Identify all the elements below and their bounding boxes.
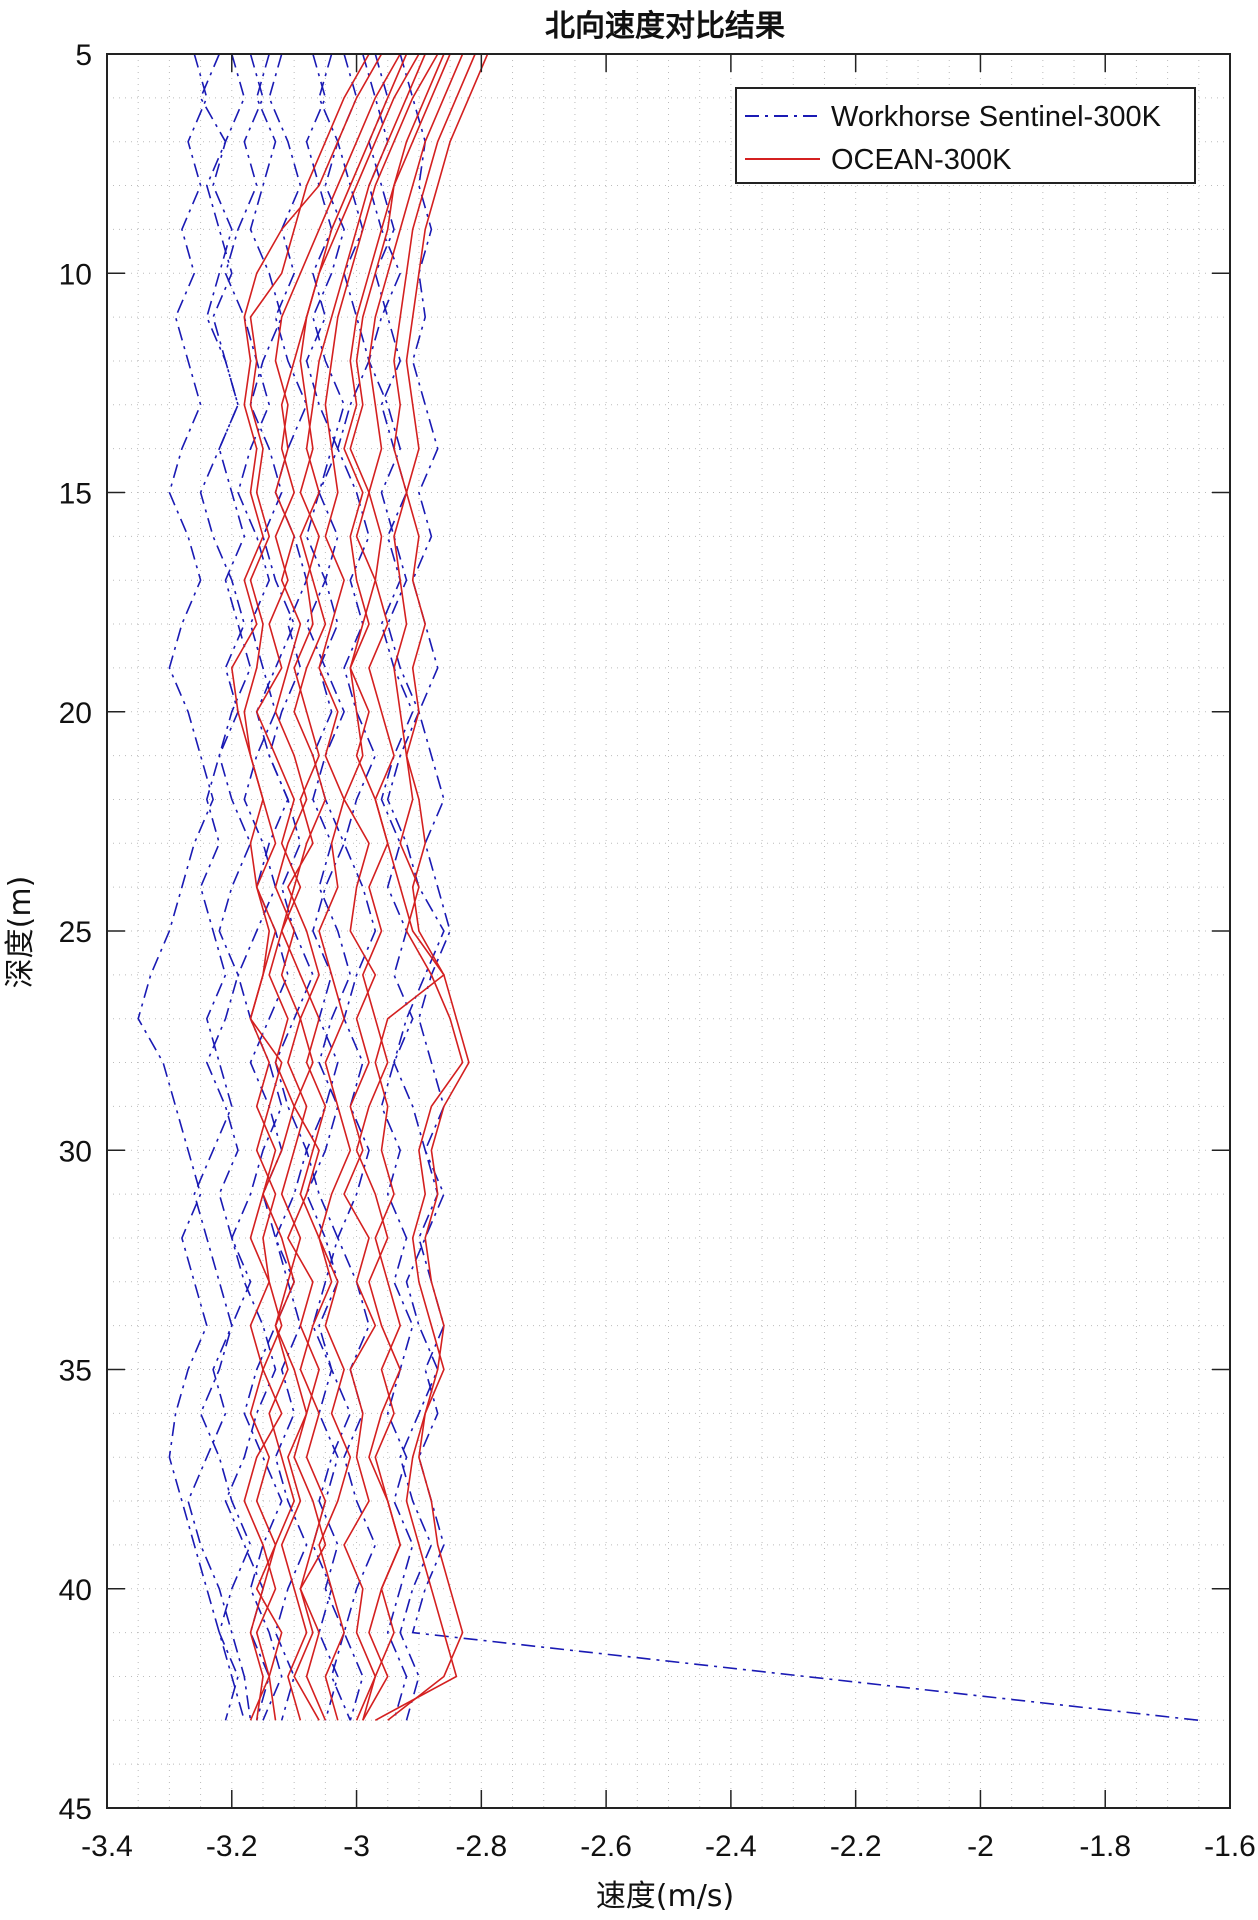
- legend-label-workhorse: Workhorse Sentinel-300K: [831, 101, 1162, 133]
- ocean-profile-line: [387, 53, 489, 1721]
- x-tick-label: -3: [343, 1830, 370, 1863]
- x-tick-label: -2.8: [455, 1830, 507, 1863]
- chart-title: 北向速度对比结果: [545, 9, 785, 44]
- x-tick-label: -2.6: [580, 1830, 632, 1863]
- ocean-profile-line: [349, 53, 445, 1721]
- ocean-profile-line: [343, 53, 451, 1721]
- ticks: -3.4 -3.2 -3 -2.8 -2.6 -2.4 -2.2 -2 -1.8 -1.6 5 10 1…: [59, 39, 1256, 1863]
- y-tick-label: 25: [59, 916, 92, 949]
- x-tick-label: -1.8: [1079, 1830, 1131, 1863]
- ocean-profile-line: [280, 53, 426, 1721]
- y-axis-label: 深度(m): [3, 876, 38, 989]
- workhorse-profile-line: [137, 53, 246, 1721]
- workhorse-profile-line: [199, 53, 252, 1721]
- y-tick-label: 5: [75, 39, 92, 72]
- y-tick-label: 45: [59, 1793, 92, 1826]
- y-tick-label: 40: [59, 1574, 92, 1607]
- y-tick-label: 10: [59, 258, 92, 291]
- x-tick-label: -3.2: [206, 1830, 258, 1863]
- workhorse-profile-line: [305, 53, 345, 1721]
- ocean-profile-line: [318, 53, 439, 1721]
- y-tick-label: 30: [59, 1135, 92, 1168]
- ocean-profile-line: [274, 53, 408, 1721]
- ocean-profile-line: [374, 53, 476, 1722]
- y-tick-label: 20: [59, 697, 92, 730]
- y-tick-label: 35: [59, 1355, 92, 1388]
- legend: Workhorse Sentinel-300K OCEAN-300K: [735, 87, 1196, 184]
- workhorse-profile-line: [399, 53, 1199, 1722]
- y-tick-label: 15: [59, 478, 92, 511]
- workhorse-profile-line: [362, 53, 445, 1721]
- legend-label-ocean: OCEAN-300K: [831, 144, 1012, 176]
- legend-box: [735, 87, 1196, 184]
- x-axis-label: 速度(m/s): [596, 1879, 734, 1914]
- workhorse-profile-line: [368, 53, 414, 1721]
- workhorse-profile-line: [243, 53, 296, 1721]
- ocean-profile-line: [230, 53, 383, 1721]
- x-tick-label: -2.2: [830, 1830, 882, 1863]
- ocean-profile-line: [287, 53, 420, 1721]
- workhorse-profile-line: [305, 53, 352, 1721]
- ocean-profile-line: [362, 53, 464, 1721]
- x-tick-label: -1.6: [1204, 1830, 1256, 1863]
- x-tick-label: -2.4: [705, 1830, 757, 1863]
- series-layer: [137, 53, 1199, 1722]
- ocean-profile-line: [255, 53, 401, 1721]
- x-tick-label: -3.4: [81, 1830, 133, 1863]
- x-tick-label: -2: [967, 1830, 994, 1863]
